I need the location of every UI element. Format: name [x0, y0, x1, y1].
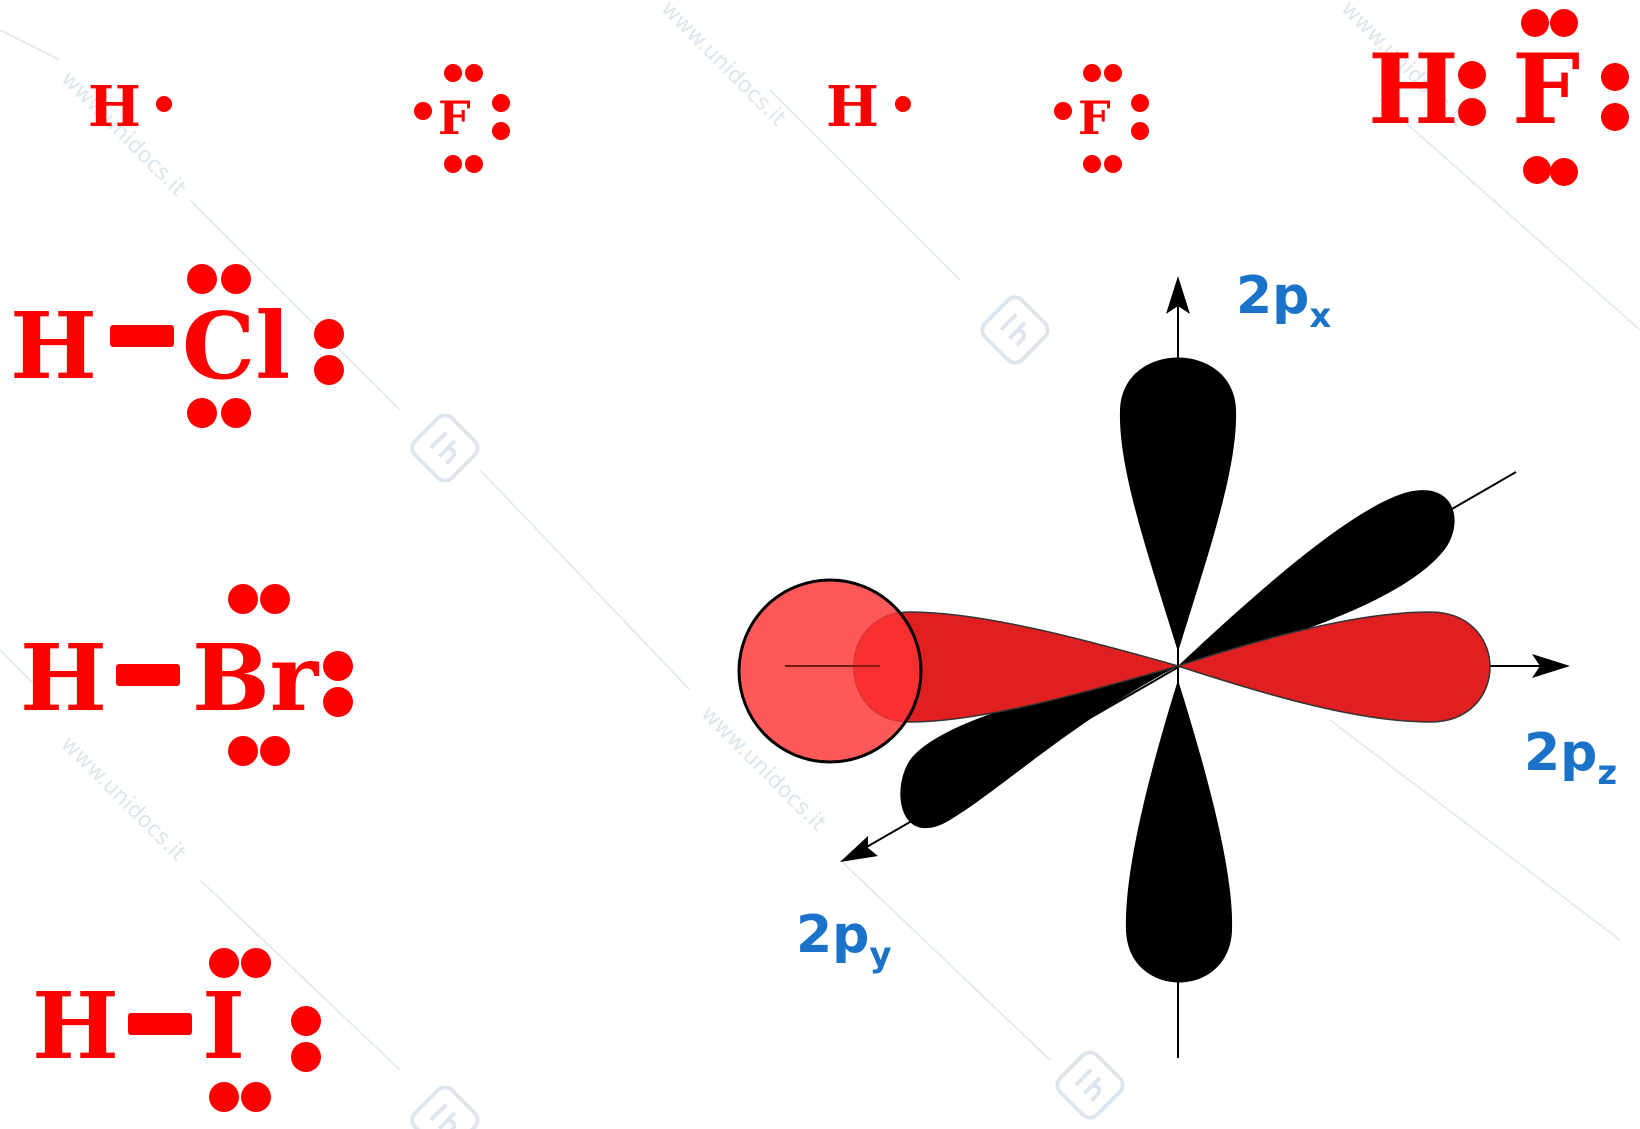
h-symbol: H: [20, 624, 107, 732]
h-symbol: H: [826, 74, 879, 140]
lewis-h-atom-1: H: [88, 74, 172, 140]
px-label-sub: x: [1309, 296, 1331, 336]
unidocs-logo-icon: [1055, 1050, 1125, 1120]
electron-dot: [1550, 9, 1578, 37]
single-bond: [116, 664, 180, 686]
unidocs-logo-icon: [410, 413, 480, 483]
px-label: 2px: [1236, 266, 1331, 336]
electron-dot: [228, 584, 258, 614]
f-symbol: F: [1512, 33, 1580, 146]
electron-dot: [291, 1006, 321, 1036]
x-axis-arrow: [1166, 276, 1190, 314]
electron-dot: [156, 96, 172, 112]
lewis-f-atom-2: F: [1054, 64, 1149, 173]
py-label-main: 2p: [796, 905, 869, 965]
px-label-main: 2p: [1236, 266, 1309, 326]
lewis-h-atom-2: H: [826, 74, 911, 140]
pz-label: 2pz: [1524, 723, 1617, 793]
electron-dot: [209, 948, 239, 978]
electron-dot: [1458, 98, 1486, 126]
electron-dot: [209, 1082, 239, 1112]
electron-dot: [1601, 63, 1629, 91]
electron-dot: [241, 1082, 271, 1112]
electron-dot: [1550, 158, 1578, 186]
p-orbital-diagram: 2px 2py 2pz: [737, 266, 1617, 1058]
h-symbol: H: [32, 972, 119, 1080]
py-lobe-upper: [1178, 490, 1455, 666]
y-axis-arrow: [840, 836, 878, 862]
i-symbol: I: [202, 972, 245, 1080]
electron-dot: [1523, 156, 1551, 184]
electron-dot: [1104, 155, 1122, 173]
electron-dot: [241, 948, 271, 978]
f-symbol: F: [1078, 91, 1111, 145]
py-label: 2py: [796, 905, 892, 975]
pz-label-main: 2p: [1524, 723, 1597, 783]
cl-symbol: Cl: [182, 292, 290, 400]
watermark-text-2: www.unidocs.it: [656, 0, 791, 132]
px-lobe-lower: [1125, 680, 1233, 983]
electron-dot: [1083, 64, 1101, 82]
electron-dot: [895, 96, 911, 112]
electron-dot: [1104, 64, 1122, 82]
electron-dot: [1131, 122, 1149, 140]
lewis-hf-molecule: H F: [1368, 9, 1629, 186]
electron-dot: [260, 584, 290, 614]
electron-dot: [1054, 102, 1072, 120]
watermark-text-4: www.unidocs.it: [56, 732, 191, 867]
electron-dot: [1458, 61, 1486, 89]
electron-dot: [492, 94, 510, 112]
electron-dot: [444, 64, 462, 82]
single-bond: [128, 1013, 192, 1035]
electron-dot: [221, 398, 251, 428]
electron-dot: [187, 398, 217, 428]
electron-dot: [492, 122, 510, 140]
f-symbol: F: [438, 91, 471, 145]
electron-dot: [444, 155, 462, 173]
electron-dot: [187, 264, 217, 294]
h-symbol: H: [1368, 33, 1459, 146]
py-label-sub: y: [869, 935, 891, 975]
br-symbol: Br: [192, 624, 320, 732]
h-1s-orbital: [737, 578, 923, 764]
electron-dot: [291, 1042, 321, 1072]
electron-dot: [314, 355, 344, 385]
py-lobe-lower: [900, 666, 1178, 829]
electron-dot: [1601, 103, 1629, 131]
h-symbol: H: [10, 292, 97, 400]
electron-dot: [1083, 155, 1101, 173]
electron-dot: [228, 736, 258, 766]
px-lobe-upper: [1119, 357, 1237, 652]
watermark-texts: www.unidocs.it www.unidocs.it www.unidoc…: [56, 0, 1471, 867]
watermark-logos: [410, 295, 1125, 1129]
electron-dot: [260, 736, 290, 766]
electron-dot: [323, 687, 353, 717]
pz-lobe-right: [1175, 611, 1491, 723]
electron-dot: [1521, 9, 1549, 37]
electron-dot: [465, 64, 483, 82]
z-axis-arrow: [1532, 654, 1570, 678]
electron-dot: [465, 155, 483, 173]
electron-dot: [221, 264, 251, 294]
single-bond: [110, 325, 174, 347]
watermark-lines: [0, 29, 1640, 1071]
unidocs-logo-icon: [980, 295, 1050, 365]
lewis-hi-molecule: H I: [32, 948, 321, 1112]
electron-dot: [1131, 94, 1149, 112]
electron-dot: [414, 102, 432, 120]
unidocs-logo-icon: [410, 1085, 480, 1129]
lewis-hbr-molecule: H Br: [20, 584, 353, 766]
electron-dot: [314, 319, 344, 349]
lewis-hcl-molecule: H Cl: [10, 264, 344, 428]
h-symbol: H: [88, 74, 141, 140]
electron-dot: [323, 651, 353, 681]
lewis-f-atom-1: F: [414, 64, 510, 173]
pz-label-sub: z: [1597, 753, 1617, 793]
